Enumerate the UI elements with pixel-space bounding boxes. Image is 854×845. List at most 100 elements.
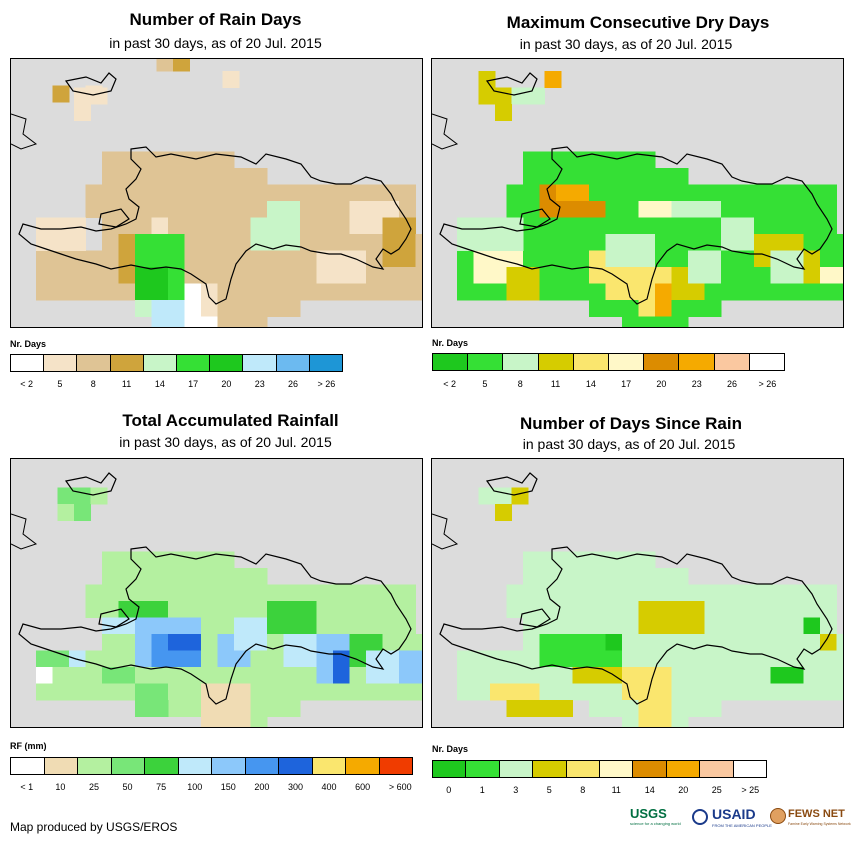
legend-label: 20 xyxy=(221,379,232,389)
raster-cell xyxy=(556,617,573,635)
raster-cell xyxy=(803,667,821,684)
raster-cell xyxy=(655,184,672,202)
legend-label: > 26 xyxy=(317,379,336,389)
raster-cell xyxy=(638,300,656,317)
raster-cell xyxy=(267,250,284,268)
raster-cell xyxy=(638,683,656,701)
raster-cell xyxy=(655,250,672,268)
raster-cell xyxy=(638,634,656,651)
raster-cell xyxy=(490,234,507,251)
raster-cell xyxy=(556,601,573,618)
raster-cell xyxy=(118,568,136,585)
panel-title: Total Accumulated Rainfall xyxy=(122,411,339,430)
legend-swatch xyxy=(177,355,211,371)
raster-cell xyxy=(523,584,540,602)
raster-cell xyxy=(506,683,524,701)
raster-cell xyxy=(539,283,557,301)
raster-cell xyxy=(69,283,86,301)
map-days-since-rain xyxy=(431,458,844,728)
cuba-coastline xyxy=(432,513,459,550)
raster-cell xyxy=(316,634,334,651)
raster-cell xyxy=(184,234,202,251)
raster-cell xyxy=(135,634,152,651)
raster-cell xyxy=(787,667,804,684)
raster-cell xyxy=(222,71,240,88)
raster-cell xyxy=(399,250,416,268)
raster-cell xyxy=(539,201,557,218)
raster-cell xyxy=(655,300,672,317)
raster-cell xyxy=(638,700,656,717)
legend-swatch xyxy=(212,758,246,774)
legend-bar xyxy=(432,760,767,778)
raster-cell xyxy=(605,217,623,235)
raster-cell xyxy=(300,683,317,701)
raster-cell xyxy=(118,634,136,651)
raster-cell xyxy=(478,487,496,505)
usgs-tagline: science for a changing world xyxy=(630,821,681,826)
legend-swatch xyxy=(77,355,111,371)
legend-swatch xyxy=(700,761,734,777)
raster-cell xyxy=(754,634,771,651)
raster-cell xyxy=(655,716,672,727)
raster-cell xyxy=(118,667,136,684)
raster-cell xyxy=(820,217,837,235)
raster-cell xyxy=(267,300,284,317)
legend-label: 20 xyxy=(678,785,689,795)
raster-cell xyxy=(168,683,185,701)
raster-cell xyxy=(721,617,738,635)
raster-cell xyxy=(135,300,152,317)
raster-cell xyxy=(349,234,367,251)
raster-cell xyxy=(787,601,804,618)
raster-cell xyxy=(820,617,837,635)
panel-title: Number of Rain Days xyxy=(129,10,302,29)
tortuga-coastline xyxy=(64,72,117,96)
fewsnet-tagline: Famine Early Warning Systems Network xyxy=(788,822,851,826)
raster-cell xyxy=(135,250,152,268)
raster-cell xyxy=(754,584,771,602)
raster-cell xyxy=(803,617,821,635)
raster-cell xyxy=(283,283,301,301)
raster-cell xyxy=(415,283,422,301)
raster-cell xyxy=(151,551,169,569)
raster-cell xyxy=(671,250,689,268)
raster-cell xyxy=(366,283,383,301)
raster-cell xyxy=(605,650,623,668)
raster-cell xyxy=(655,217,672,235)
raster-cell xyxy=(316,683,334,701)
raster-cell xyxy=(506,601,524,618)
raster-cell xyxy=(490,683,507,701)
legend-label: 3 xyxy=(513,785,519,795)
raster-cell xyxy=(135,267,152,284)
raster-cell xyxy=(168,700,185,717)
raster-cell xyxy=(184,568,202,585)
raster-cell xyxy=(539,151,557,169)
raster-cell xyxy=(721,650,738,668)
raster-cell xyxy=(217,601,235,618)
raster-cell xyxy=(85,584,103,602)
raster-cell xyxy=(168,217,185,235)
raster-cell xyxy=(688,683,705,701)
raster-cell xyxy=(737,234,755,251)
raster-cell xyxy=(572,151,590,169)
map-raster xyxy=(11,59,422,327)
raster-cell xyxy=(721,267,738,284)
raster-cell xyxy=(820,650,837,668)
raster-cell xyxy=(102,234,119,251)
raster-cell xyxy=(135,700,152,717)
legend-bar xyxy=(10,757,413,775)
raster-cell xyxy=(556,201,573,218)
raster-cell xyxy=(589,700,606,717)
hispaniola-coastline xyxy=(18,146,412,305)
raster-cell xyxy=(217,634,235,651)
raster-cell xyxy=(366,267,383,284)
raster-cell xyxy=(234,184,251,202)
raster-cell xyxy=(556,683,573,701)
raster-cell xyxy=(622,168,639,185)
raster-cell xyxy=(217,584,235,602)
raster-cell xyxy=(151,151,169,169)
raster-cell xyxy=(523,234,540,251)
raster-cell xyxy=(671,316,689,327)
raster-cell xyxy=(135,601,152,618)
raster-cell xyxy=(737,667,755,684)
raster-cell xyxy=(605,634,623,651)
